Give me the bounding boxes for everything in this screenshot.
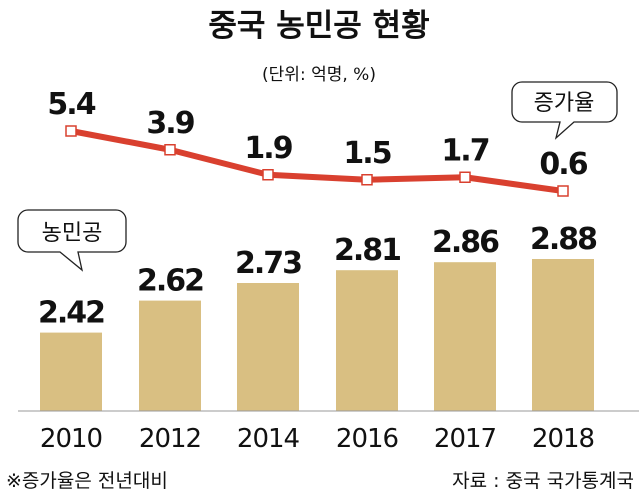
bar-value-label: 2.42 [38, 296, 104, 331]
x-tick-label: 2017 [434, 424, 496, 454]
chart-title: 중국 농민공 현황 [208, 8, 429, 44]
x-tick-label: 2010 [40, 424, 102, 454]
bar-value-label: 2.73 [235, 246, 301, 281]
footnote: ※증가율은 전년대비 [6, 470, 168, 492]
bar-value-label: 2.88 [530, 222, 597, 257]
line-legend-callout: 증가율 [511, 81, 618, 140]
x-tick-labels: 2010 2012 2014 2016 2017 2018 [40, 424, 595, 454]
line-value-label: 3.9 [146, 106, 193, 141]
bar-legend-callout: 농민공 [17, 209, 127, 272]
bar-value-label: 2.62 [137, 264, 203, 299]
source: 자료 : 중국 국가통계국 [452, 470, 634, 492]
bar-value-label: 2.81 [334, 233, 400, 268]
bar-series: 2.42 2.62 2.73 2.81 2.86 2.88 [38, 222, 599, 411]
chart-unit: (단위: 억명, %) [262, 65, 376, 85]
growth-rate-line [70, 128, 564, 194]
line-point-2016 [361, 174, 373, 186]
bar-2018 [532, 259, 594, 411]
line-point-2017 [459, 171, 471, 183]
x-tick-label: 2018 [532, 424, 594, 454]
line-legend-label: 증가율 [534, 91, 595, 116]
line-series: 5.4 3.9 1.9 1.5 1.7 0.6 [47, 87, 590, 197]
bar-2010 [40, 332, 102, 411]
bar-2012 [139, 300, 201, 411]
line-point-2012 [164, 144, 176, 156]
line-value-label: 0.6 [539, 147, 587, 182]
line-value-label: 1.5 [343, 136, 390, 171]
bar-2014 [237, 283, 299, 411]
line-point-2014 [262, 169, 274, 181]
line-value-label: 1.7 [441, 133, 488, 168]
x-tick-label: 2014 [237, 424, 300, 454]
x-tick-label: 2016 [336, 424, 398, 454]
bar-2016 [336, 270, 398, 411]
line-point-2018 [557, 185, 569, 197]
x-tick-label: 2012 [139, 424, 201, 454]
line-value-label: 5.4 [47, 87, 95, 122]
line-point-2010 [65, 125, 77, 137]
bar-2017 [434, 262, 496, 411]
bar-legend-label: 농민공 [42, 221, 103, 246]
line-value-label: 1.9 [244, 131, 291, 166]
bar-value-label: 2.86 [432, 225, 499, 260]
